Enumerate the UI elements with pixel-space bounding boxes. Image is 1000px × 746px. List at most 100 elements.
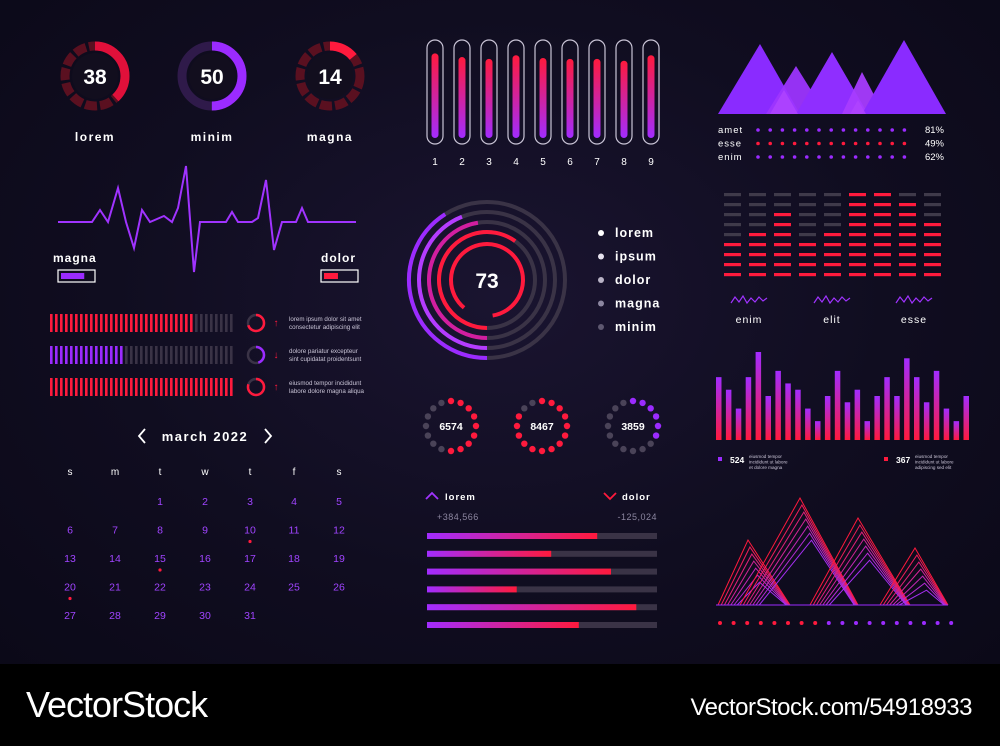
dial-dot: [529, 445, 536, 453]
calendar-day[interactable]: 12: [333, 525, 345, 537]
calendar-day[interactable]: 18: [288, 553, 300, 565]
calendar-day[interactable]: 6: [67, 525, 73, 537]
legend-label: magna: [615, 297, 660, 311]
stat-dot: [829, 141, 833, 146]
eq-segment: [874, 233, 891, 237]
stat-dot: [853, 128, 858, 132]
calendar-day[interactable]: 4: [291, 496, 297, 508]
progress-tick: [75, 346, 78, 364]
progress-tick: [85, 346, 88, 364]
progress-tick: [80, 314, 83, 332]
dial-dot: [652, 432, 660, 439]
chart-bar: [854, 389, 861, 440]
eq-segment: [849, 213, 866, 217]
stat-dot: [902, 128, 907, 132]
stat-dot: [841, 128, 846, 132]
eq-segment: [799, 233, 816, 237]
stat-dot: [817, 155, 821, 159]
eq-segment: [849, 273, 866, 277]
eq-segment: [899, 273, 916, 277]
eq-segment: [874, 273, 891, 277]
legend-text: adipiscing sed elit: [915, 465, 952, 470]
calendar-day[interactable]: 23: [199, 582, 211, 594]
legend-label: minim: [615, 320, 657, 334]
calendar-day[interactable]: 9: [202, 525, 208, 537]
eq-segment: [924, 263, 941, 267]
calendar-day[interactable]: 19: [333, 553, 345, 565]
calendar-day[interactable]: 27: [64, 610, 76, 622]
gauge-value: 50: [200, 66, 223, 89]
calendar-day[interactable]: 30: [199, 610, 211, 622]
chevron-left-icon[interactable]: [137, 428, 146, 444]
calendar-day[interactable]: 22: [154, 582, 166, 594]
calendar-day[interactable]: 14: [109, 553, 121, 565]
chevron-right-icon[interactable]: [264, 428, 273, 444]
eq-segment: [774, 273, 791, 277]
progress-tick: [85, 314, 88, 332]
progress-tick: [160, 346, 163, 364]
progress-tick: [100, 346, 103, 364]
radial-arc: [437, 230, 517, 330]
calendar-day[interactable]: 10: [244, 525, 256, 537]
progress-tick: [115, 314, 118, 332]
eq-segment: [924, 273, 941, 277]
bar-fill: [539, 57, 547, 138]
wire-line: [733, 574, 788, 606]
progress-tick: [210, 314, 213, 332]
progress-tick: [220, 314, 223, 332]
progress-text-2: labore dolore magna aliqua: [289, 388, 365, 395]
calendar-day[interactable]: 16: [199, 553, 211, 565]
bar-capsule: [534, 39, 552, 145]
calendar-weekday: t: [249, 467, 252, 478]
calendar-day[interactable]: 24: [244, 582, 256, 594]
stat-dot: [780, 155, 785, 159]
eq-segment: [849, 253, 866, 257]
calendar-day[interactable]: 25: [288, 582, 300, 594]
dial-dot: [513, 422, 521, 430]
calendar-day[interactable]: 17: [244, 553, 256, 565]
stat-dot: [890, 128, 894, 132]
calendar-day[interactable]: 1: [157, 496, 163, 508]
calendar-day[interactable]: 2: [202, 496, 208, 508]
stat-dot: [902, 155, 907, 159]
dial-dot: [422, 422, 430, 430]
calendar-day[interactable]: 20: [64, 582, 76, 594]
calendar-day[interactable]: 21: [109, 582, 121, 594]
legend-label: lorem: [615, 226, 654, 240]
progress-tick: [60, 378, 63, 396]
bar-capsule: [642, 39, 660, 145]
watermark-bar: [0, 664, 1000, 746]
calendar-day[interactable]: 29: [154, 610, 166, 622]
calendar-day[interactable]: 3: [247, 496, 253, 508]
wire-line: [717, 538, 791, 606]
calendar-day[interactable]: 5: [336, 496, 342, 508]
calendar-day[interactable]: 31: [244, 610, 256, 622]
calendar-day[interactable]: 13: [64, 553, 76, 565]
progress-tick: [65, 346, 68, 364]
chart-bar: [884, 377, 890, 440]
progress-tick: [165, 378, 168, 396]
calendar-day[interactable]: 7: [112, 525, 118, 537]
chart-bar: [735, 408, 742, 440]
wire-line: [720, 546, 790, 606]
dial-dot: [561, 432, 569, 439]
dial-dot: [606, 413, 614, 420]
progress-text-2: consectetur adipiscing elit: [289, 324, 360, 331]
progress-tick: [75, 378, 78, 396]
eq-label: elit: [823, 314, 840, 326]
calendar-day[interactable]: 8: [157, 525, 163, 537]
calendar-day[interactable]: 15: [154, 553, 166, 565]
small-dials: 6574 8467 3859: [422, 397, 662, 455]
calendar-day[interactable]: 26: [333, 582, 345, 594]
eq-segment: [849, 233, 866, 237]
wire-line: [812, 524, 910, 606]
eq-segment: [724, 273, 741, 277]
dial-dot: [529, 399, 536, 407]
calendar-day-marker: [248, 539, 252, 544]
eq-segment: [774, 253, 791, 257]
dashboard-svg: 38 lorem 50 minim 14 magna magna dolor: [50, 39, 969, 628]
calendar-day[interactable]: 28: [109, 610, 121, 622]
calendar-day[interactable]: 11: [289, 525, 300, 537]
